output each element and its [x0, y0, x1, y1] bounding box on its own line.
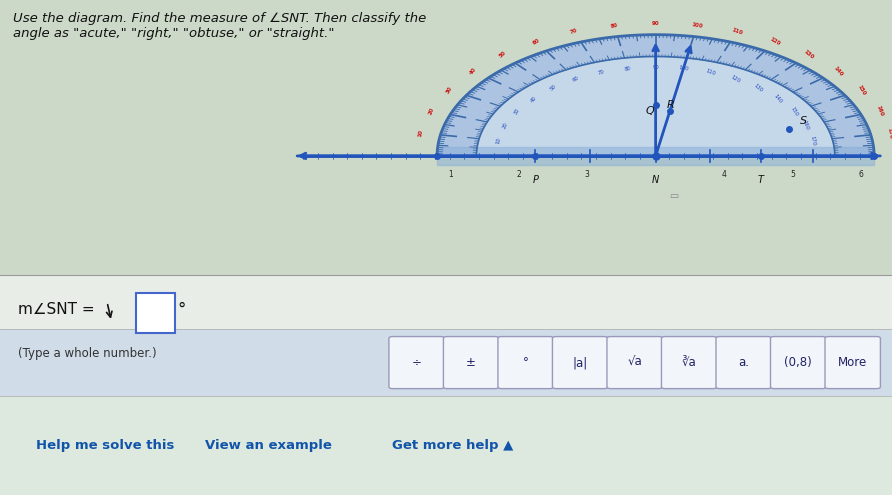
Polygon shape: [437, 35, 874, 156]
Text: (Type a whole number.): (Type a whole number.): [18, 347, 156, 360]
Text: a.: a.: [739, 356, 749, 369]
Text: ∛a: ∛a: [681, 356, 697, 369]
Text: Use the diagram. Find the measure of ∠SNT. Then classify the
angle as "acute," ": Use the diagram. Find the measure of ∠SN…: [13, 12, 426, 41]
Text: ▭: ▭: [669, 191, 678, 200]
FancyBboxPatch shape: [607, 337, 663, 389]
Text: 60: 60: [532, 38, 541, 46]
Text: Q: Q: [645, 105, 654, 115]
Text: 20: 20: [502, 122, 509, 130]
Text: R: R: [666, 100, 674, 110]
Text: 90: 90: [652, 65, 659, 70]
Text: m∠SNT =: m∠SNT =: [18, 302, 99, 317]
Text: 10: 10: [418, 129, 425, 137]
Text: °: °: [178, 300, 186, 318]
FancyBboxPatch shape: [825, 337, 880, 389]
Text: S: S: [800, 116, 807, 127]
Text: 170: 170: [809, 135, 816, 146]
Text: 60: 60: [572, 75, 580, 83]
Text: 110: 110: [705, 69, 715, 77]
Text: 50: 50: [498, 50, 507, 59]
Text: 20: 20: [428, 106, 435, 115]
Text: N: N: [652, 175, 659, 185]
Text: 120: 120: [730, 75, 741, 84]
FancyBboxPatch shape: [771, 337, 826, 389]
Text: Get more help ▲: Get more help ▲: [392, 439, 514, 452]
Text: ÷: ÷: [412, 356, 422, 369]
Bar: [0, 0, 892, 275]
Text: |a|: |a|: [573, 356, 588, 369]
Text: 1: 1: [448, 170, 453, 179]
Polygon shape: [437, 35, 874, 156]
Text: 30: 30: [445, 85, 453, 95]
Text: 2: 2: [516, 170, 521, 179]
Text: 150: 150: [789, 106, 798, 117]
Text: 110: 110: [731, 27, 743, 36]
Text: 70: 70: [597, 69, 605, 76]
Text: °: °: [523, 356, 529, 369]
FancyBboxPatch shape: [389, 337, 444, 389]
Text: More: More: [838, 356, 867, 369]
Bar: [0, 275, 892, 329]
FancyBboxPatch shape: [716, 337, 772, 389]
Text: 80: 80: [624, 66, 632, 72]
Text: 3: 3: [585, 170, 590, 179]
Bar: [0, 396, 892, 495]
Text: 80: 80: [610, 23, 618, 29]
FancyBboxPatch shape: [552, 337, 607, 389]
Text: 5: 5: [790, 170, 795, 179]
Text: 6: 6: [858, 170, 863, 179]
Text: 40: 40: [529, 95, 538, 103]
Text: 150: 150: [857, 84, 867, 96]
Text: 140: 140: [832, 65, 844, 77]
Text: 120: 120: [769, 37, 780, 47]
FancyBboxPatch shape: [443, 337, 499, 389]
Text: 130: 130: [753, 83, 764, 93]
Text: (0,8): (0,8): [784, 356, 812, 369]
FancyBboxPatch shape: [662, 337, 717, 389]
Text: 100: 100: [691, 22, 703, 29]
Text: T: T: [757, 175, 764, 185]
Text: 40: 40: [469, 66, 477, 76]
Text: Help me solve this: Help me solve this: [36, 439, 174, 452]
Bar: [0, 329, 892, 396]
FancyBboxPatch shape: [498, 337, 553, 389]
Text: 160: 160: [802, 120, 810, 131]
Text: View an example: View an example: [205, 439, 332, 452]
Text: 70: 70: [570, 28, 579, 35]
Text: 10: 10: [495, 137, 501, 145]
Text: √a: √a: [627, 356, 642, 369]
Text: 130: 130: [803, 49, 814, 60]
Text: 100: 100: [678, 65, 689, 72]
Text: 140: 140: [772, 94, 783, 104]
Text: P: P: [533, 175, 539, 185]
Text: 170: 170: [887, 127, 892, 139]
Text: 50: 50: [549, 84, 558, 92]
Text: 160: 160: [875, 104, 884, 117]
Text: ±: ±: [467, 356, 476, 369]
Text: 4: 4: [722, 170, 726, 179]
Text: 90: 90: [652, 21, 659, 26]
Text: 30: 30: [514, 107, 521, 116]
FancyBboxPatch shape: [136, 293, 175, 333]
